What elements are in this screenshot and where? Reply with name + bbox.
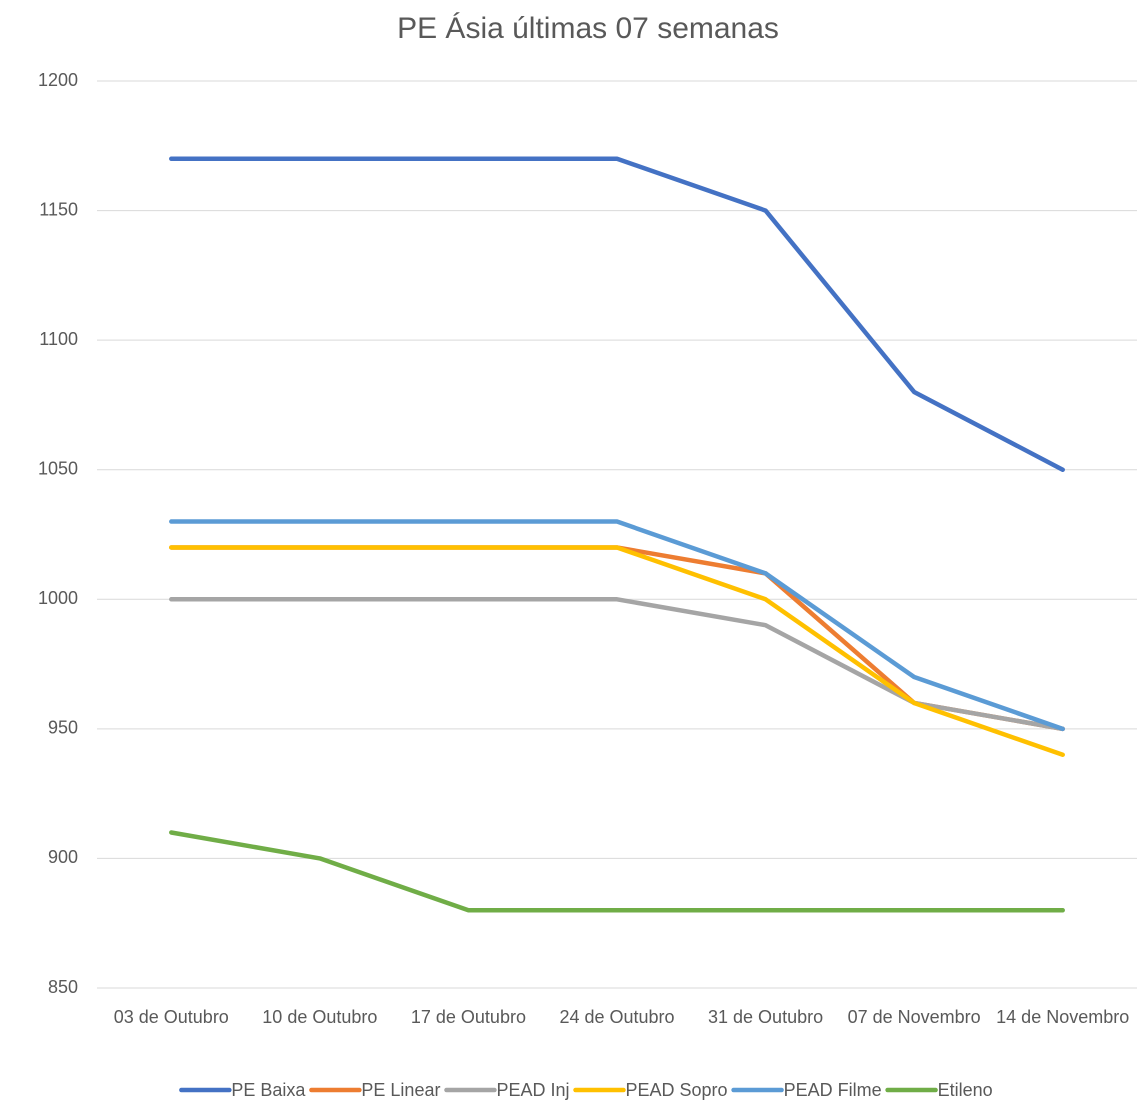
x-tick-label: 31 de Outubro xyxy=(708,1007,824,1027)
legend-label: PEAD Inj xyxy=(496,1080,569,1100)
y-tick-label: 900 xyxy=(48,847,78,867)
y-tick-label: 1100 xyxy=(39,329,78,349)
legend-label: PE Linear xyxy=(361,1080,440,1100)
y-tick-label: 1200 xyxy=(38,70,78,90)
legend-label: PEAD Sopro xyxy=(626,1080,728,1100)
legend-label: Etileno xyxy=(938,1080,993,1100)
x-tick-label: 07 de Novembro xyxy=(847,1007,981,1027)
y-tick-label: 950 xyxy=(48,718,78,738)
x-tick-label: 24 de Outubro xyxy=(559,1007,675,1027)
y-tick-label: 1150 xyxy=(39,199,78,219)
series-line xyxy=(169,156,1065,472)
chart-title: PE Ásia últimas 07 semanas xyxy=(397,12,779,45)
series-line xyxy=(169,830,1065,913)
series-line xyxy=(169,519,1065,732)
series-line xyxy=(169,545,1065,758)
y-tick-label: 1050 xyxy=(38,458,78,478)
x-tick-label: 03 de Outubro xyxy=(113,1007,229,1027)
y-tick-label: 1000 xyxy=(38,588,78,608)
legend-label: PE Baixa xyxy=(231,1080,306,1100)
x-tick-label: 17 de Outubro xyxy=(410,1007,526,1027)
x-tick-label: 10 de Outubro xyxy=(262,1007,378,1027)
series-line xyxy=(169,545,1065,732)
x-tick-label: 14 de Novembro xyxy=(996,1007,1130,1027)
legend-label: PEAD Filme xyxy=(784,1080,882,1100)
y-tick-label: 850 xyxy=(48,977,78,997)
